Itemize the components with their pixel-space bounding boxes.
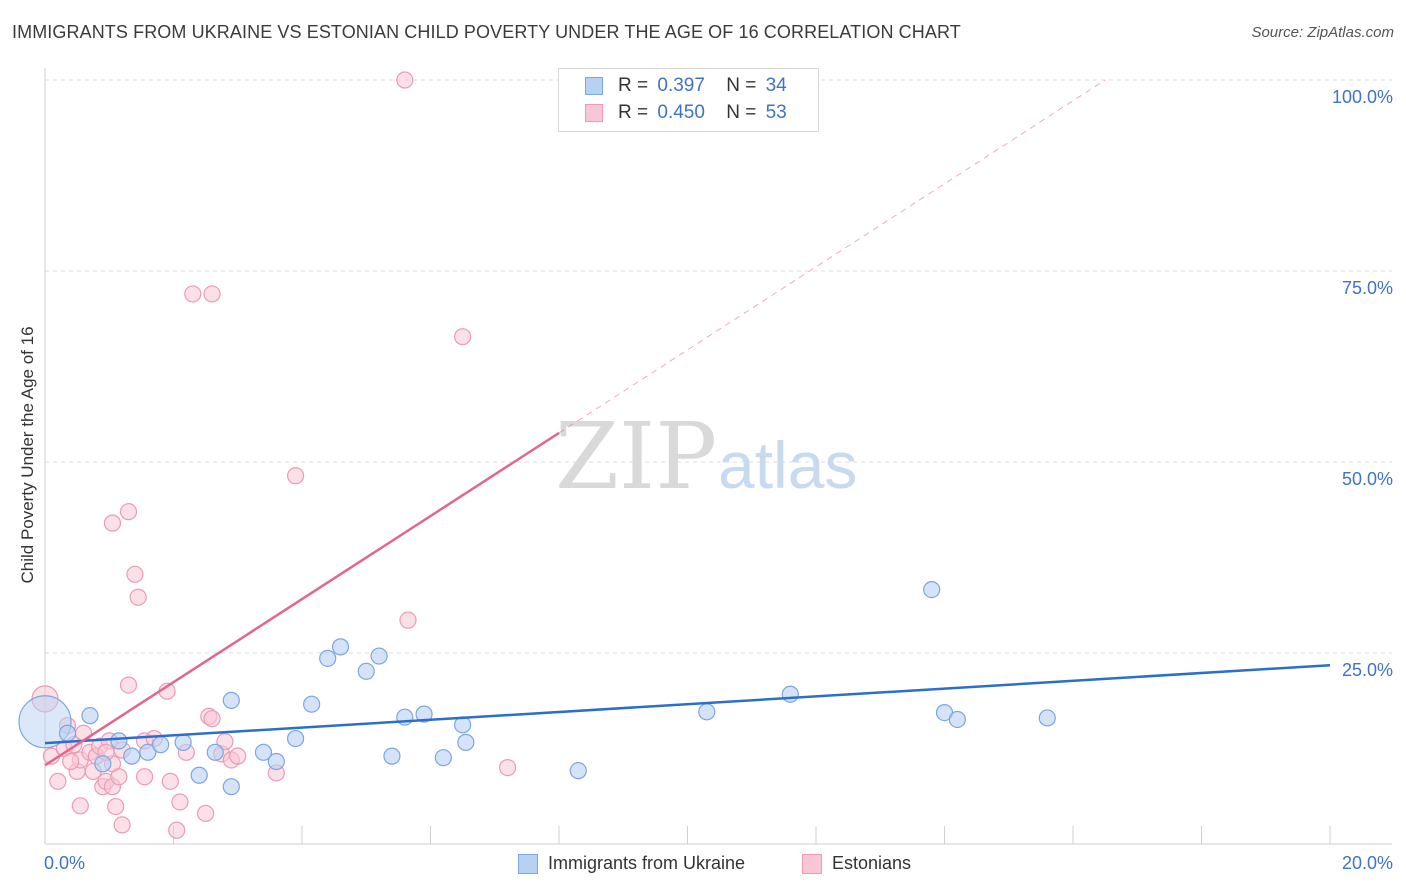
- source-credit: Source: ZipAtlas.com: [1251, 24, 1394, 41]
- legend-swatch-estonians: [585, 104, 603, 122]
- estonians-point: [203, 710, 221, 728]
- estonians-point: [74, 724, 93, 742]
- estonians-point: [184, 285, 202, 303]
- estonians-point: [396, 71, 414, 89]
- legend-swatch-estonians: [802, 854, 822, 874]
- estonians-point: [103, 514, 122, 532]
- ukraine-point: [206, 743, 224, 761]
- ukraine-point: [569, 762, 587, 780]
- ukraine-point: [254, 743, 273, 761]
- estonians-point: [119, 676, 138, 694]
- ukraine-point: [383, 747, 401, 765]
- legend-r-value-ukraine: 0.397: [657, 75, 705, 96]
- ukraine-point: [222, 691, 240, 709]
- ukraine-point: [94, 755, 112, 773]
- gridlines: [45, 79, 1392, 654]
- estonians-point: [135, 768, 154, 786]
- ukraine-point: [267, 752, 285, 771]
- ukraine-point: [357, 662, 375, 680]
- estonians-point: [113, 816, 131, 834]
- ukraine-point: [81, 707, 99, 725]
- estonians-point: [399, 611, 417, 629]
- estonians-point: [107, 797, 125, 816]
- ukraine-point: [319, 649, 337, 667]
- ukraine-point: [110, 732, 128, 750]
- ukraine-point: [152, 736, 170, 754]
- ukraine-point: [698, 703, 716, 721]
- tick-labels: 25.0% 50.0% 75.0% 100.0% 0.0% 20.0%: [44, 87, 1393, 873]
- estonians-point: [126, 565, 144, 583]
- ukraine-point: [331, 638, 350, 656]
- estonians-point: [71, 797, 89, 815]
- estonians-point: [197, 804, 215, 823]
- estonians-point: [129, 588, 147, 606]
- legend-r-value-estonians: 0.450: [657, 102, 705, 123]
- estonians-point: [203, 285, 221, 303]
- estonians-point: [454, 328, 472, 346]
- watermark-atlas: atlas: [718, 428, 857, 502]
- estonians-trend-line: [44, 431, 560, 767]
- ukraine-point: [1038, 709, 1056, 727]
- correlation-legend: R = 0.397 N = 34 R = 0.450 N = 53: [558, 68, 819, 132]
- estonians-point: [286, 467, 305, 485]
- x-tick-label-max: 20.0%: [1342, 853, 1393, 873]
- estonians-point: [171, 793, 189, 811]
- ukraine-point: [286, 729, 305, 748]
- ukraine-point: [139, 743, 157, 761]
- series-legend: Immigrants from Ukraine Estonians: [0, 852, 1406, 878]
- y-tick-label: 75.0%: [1342, 278, 1393, 298]
- ukraine-point: [303, 695, 321, 713]
- y-tick-label: 25.0%: [1342, 660, 1393, 680]
- estonians-point: [229, 747, 247, 765]
- legend-n-label: N =: [726, 75, 757, 96]
- estonians-point: [216, 733, 234, 751]
- ukraine-point: [123, 747, 141, 765]
- ukraine-point: [18, 695, 72, 749]
- legend-r-label: R =: [618, 102, 649, 123]
- estonians-point: [110, 768, 128, 786]
- legend-n-label: N =: [726, 102, 757, 123]
- trend-lines: [44, 79, 1331, 767]
- ukraine-point: [190, 766, 208, 784]
- estonians-points: [31, 71, 517, 839]
- legend-swatch-ukraine: [518, 854, 538, 874]
- watermark-zip: ZIP: [555, 403, 717, 510]
- estonians-point: [49, 772, 67, 790]
- estonians-point: [499, 758, 517, 777]
- estonians-point: [62, 752, 80, 771]
- ukraine-point: [781, 685, 799, 703]
- watermark: ZIP atlas: [555, 403, 857, 510]
- legend-label-ukraine: Immigrants from Ukraine: [548, 853, 746, 873]
- ukraine-point: [174, 733, 192, 751]
- legend-label-estonians: Estonians: [832, 853, 912, 873]
- ukraine-point: [370, 647, 388, 665]
- ukraine-trend-line: [44, 663, 1331, 745]
- x-tick-label-min: 0.0%: [44, 853, 85, 873]
- ukraine-point: [434, 749, 452, 767]
- ukraine-point: [222, 778, 240, 796]
- estonians-point: [161, 772, 179, 790]
- estonians-point: [119, 503, 138, 521]
- chart-title: IMMIGRANTS FROM UKRAINE VS ESTONIAN CHIL…: [12, 22, 961, 42]
- estonians-point: [168, 821, 186, 839]
- y-tick-label: 100.0%: [1332, 87, 1393, 107]
- ukraine-point: [457, 733, 475, 751]
- ukraine-point: [948, 710, 966, 729]
- legend-swatch-ukraine: [585, 77, 603, 95]
- ukraine-point: [58, 724, 77, 742]
- estonians-trend-extension: [558, 79, 1106, 434]
- legend-n-value-ukraine: 34: [765, 75, 787, 96]
- y-tick-label: 50.0%: [1342, 469, 1393, 489]
- legend-r-label: R =: [618, 75, 649, 96]
- legend-n-value-estonians: 53: [765, 102, 787, 123]
- ukraine-point: [415, 705, 433, 723]
- ukraine-point: [923, 580, 941, 599]
